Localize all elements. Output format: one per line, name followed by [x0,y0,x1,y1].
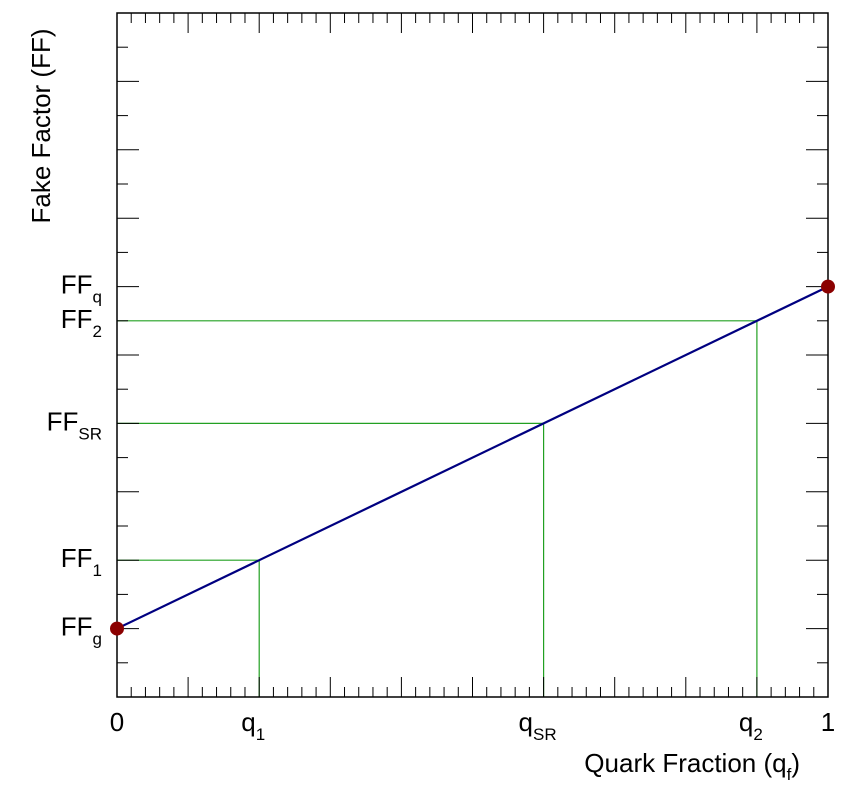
y-tick-label-sub: SR [78,424,102,443]
guide-lines [117,320,758,697]
x-axis-title-main: Quark Fraction (q [584,748,786,778]
y-tick-label-main: FF [61,543,93,573]
x-axis-title: Quark Fraction (qf) [584,748,800,784]
y-tick-label: FF2 [61,304,102,341]
y-tick-label-sub: q [93,288,102,307]
series-layer [110,279,835,636]
plot-frame [116,12,829,698]
x-tick-label-main: q [519,707,533,737]
y-tick-label-sub: g [93,630,102,649]
y-tick-label: FFSR [47,406,102,443]
y-tick-label: FF1 [61,543,102,580]
y-tick-label: FFg [61,612,102,649]
x-tick-label-sub: 2 [753,725,762,744]
x-tick-label-main: q [241,707,255,737]
y-tick-label: FFq [61,270,102,307]
y-tick-label-main: FF [61,270,93,300]
x-tick-label-main: 1 [821,707,835,737]
x-tick-label: qSR [519,707,557,744]
x-tick-label-sub: SR [533,725,557,744]
x-tick-label-sub: 1 [256,725,265,744]
x-tick-label: q1 [241,707,265,744]
x-tick-label-main: q [739,707,753,737]
y-axis-title: Fake Factor (FF) [26,28,56,223]
x-tick-label: 1 [821,707,835,737]
x-axis-title-sub: f [787,765,792,784]
endpoint-marker [821,279,835,294]
y-tick-label-sub: 1 [93,561,102,580]
y-tick-label-main: FF [47,406,79,436]
endpoint-marker [110,621,124,636]
x-tick-label: 0 [110,707,124,737]
x-tick-label: q2 [739,707,763,744]
series-line [116,285,829,630]
axis-ticks [116,12,829,698]
y-tick-label-main: FF [61,304,93,334]
y-tick-label-main: FF [61,612,93,642]
y-tick-label-sub: 2 [93,322,102,341]
x-axis-title-close: ) [791,748,800,778]
x-tick-label-main: 0 [110,707,124,737]
